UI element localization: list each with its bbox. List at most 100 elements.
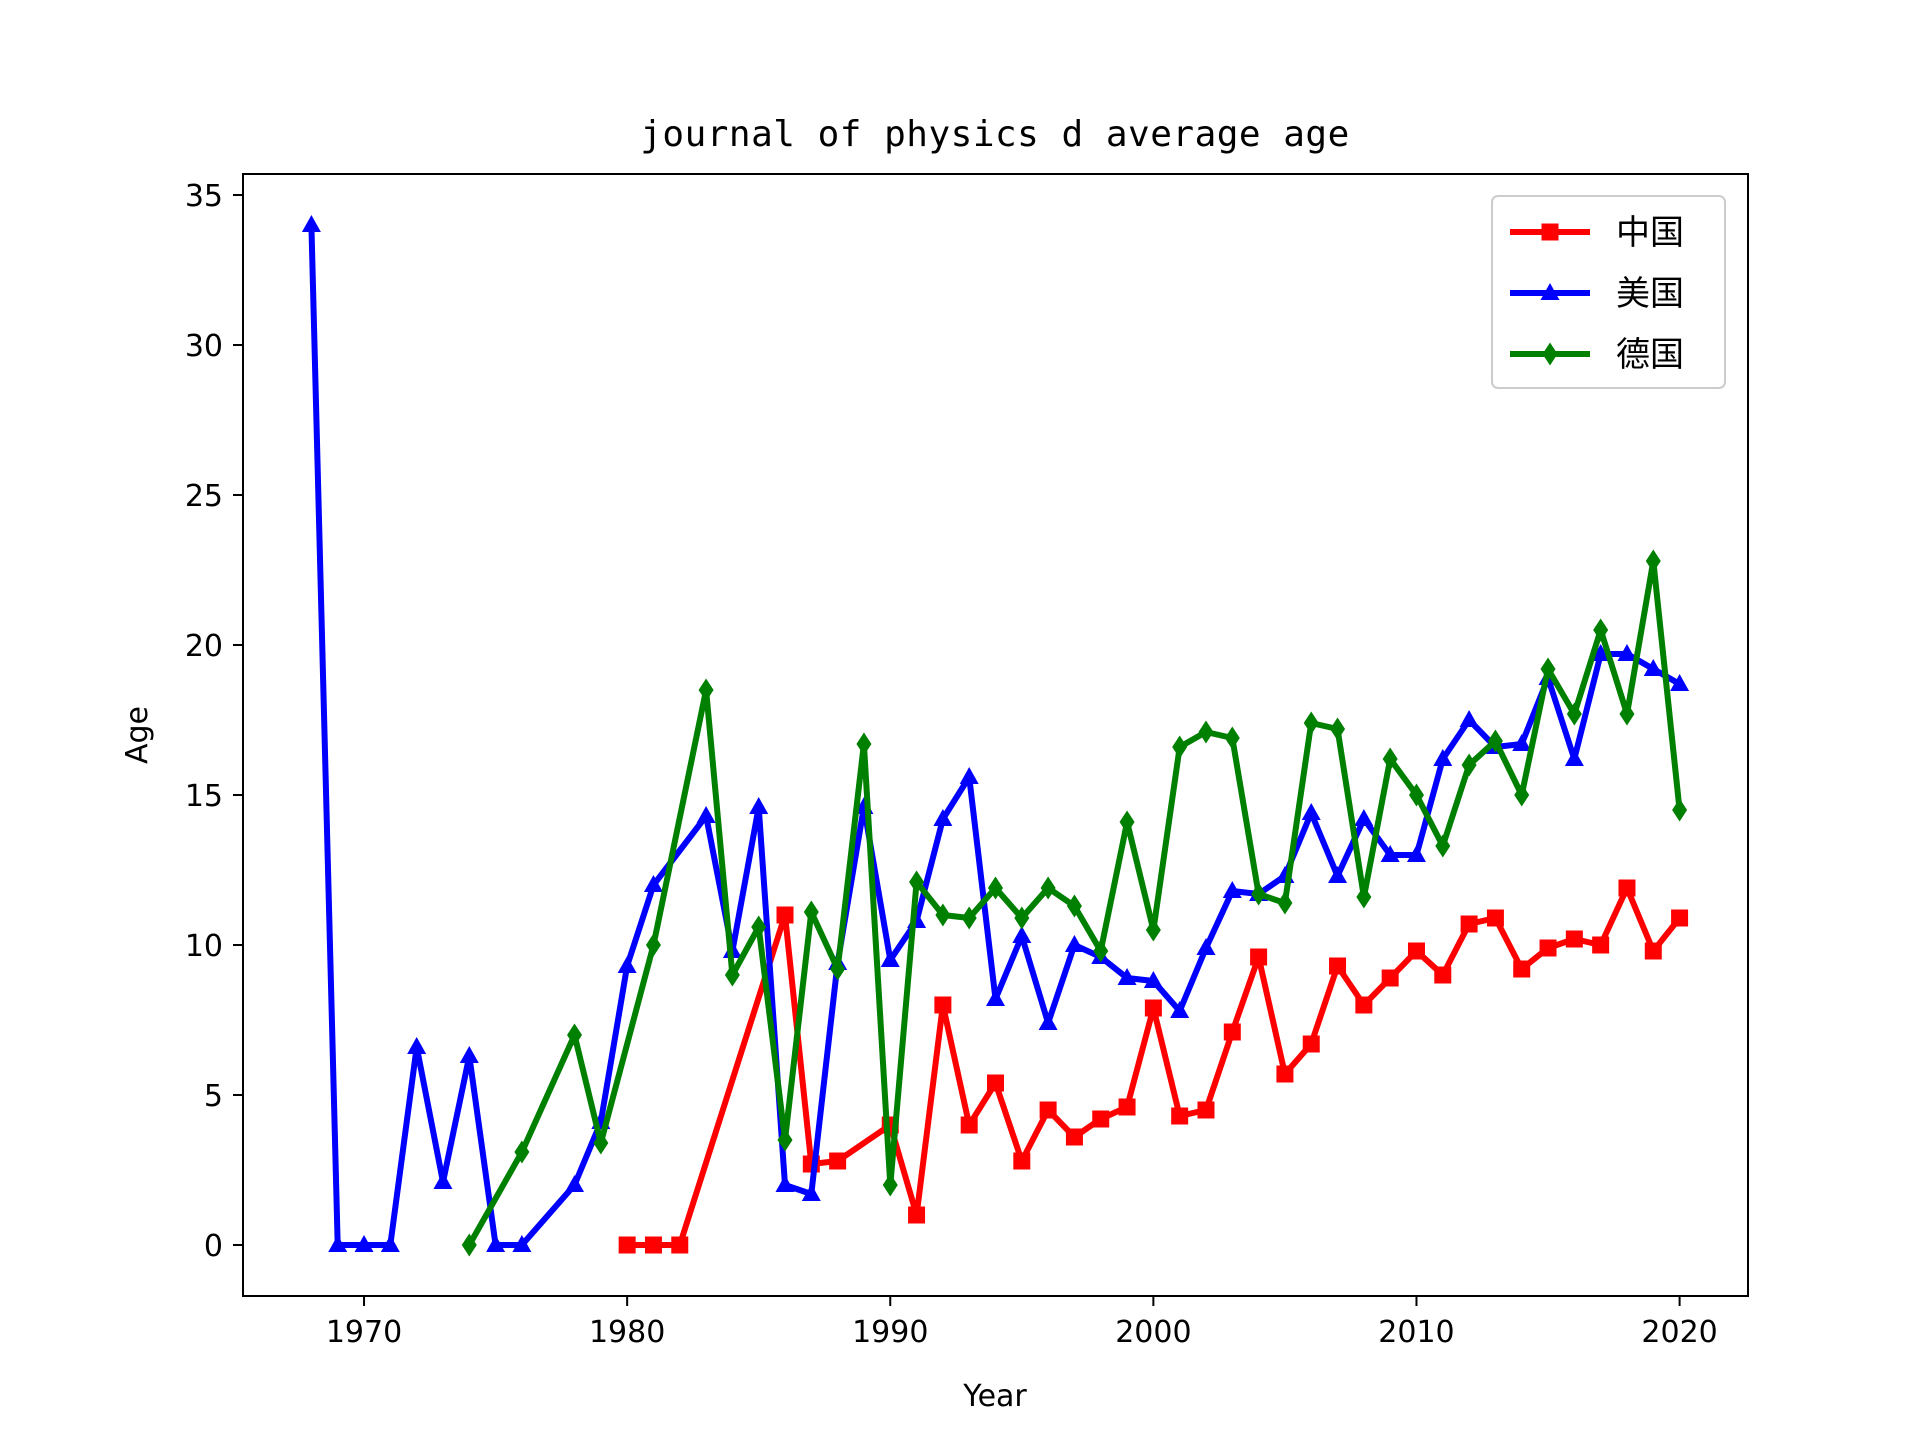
data-point bbox=[1328, 866, 1348, 883]
data-point bbox=[1172, 735, 1188, 759]
x-tick-label: 2000 bbox=[1115, 1315, 1191, 1350]
data-point bbox=[909, 870, 925, 894]
series-3 bbox=[461, 549, 1688, 1257]
data-point bbox=[1644, 942, 1662, 960]
data-point bbox=[1408, 783, 1424, 807]
data-point bbox=[1406, 845, 1426, 862]
data-point bbox=[882, 1173, 898, 1197]
data-point bbox=[1566, 702, 1582, 726]
data-point bbox=[1593, 618, 1609, 642]
data-point bbox=[486, 1235, 506, 1252]
legend-marker bbox=[1541, 223, 1559, 241]
y-tick-label: 30 bbox=[185, 329, 223, 364]
chart-title: journal of physics d average age bbox=[640, 114, 1350, 155]
data-point bbox=[1330, 717, 1346, 741]
data-point bbox=[749, 797, 769, 814]
data-point bbox=[935, 903, 951, 927]
data-point bbox=[1459, 710, 1479, 727]
data-point bbox=[960, 1116, 978, 1134]
data-point bbox=[698, 678, 714, 702]
data-point bbox=[1670, 674, 1690, 691]
data-point bbox=[696, 806, 716, 823]
data-point bbox=[1117, 968, 1137, 985]
data-point bbox=[1672, 798, 1688, 822]
data-point bbox=[776, 906, 794, 924]
data-point bbox=[1012, 926, 1032, 943]
legend-entry: 中国 bbox=[1510, 213, 1684, 253]
legend-label: 中国 bbox=[1616, 213, 1684, 253]
series-2 bbox=[301, 215, 1690, 1252]
data-point bbox=[1119, 810, 1135, 834]
data-point bbox=[644, 1236, 662, 1254]
y-axis-ticks: 0 5 10 15 20 25 30 35 bbox=[185, 179, 243, 1264]
x-tick-label: 1970 bbox=[326, 1315, 402, 1350]
legend-marker bbox=[1540, 283, 1560, 300]
legend-marker bbox=[1542, 342, 1558, 366]
data-point bbox=[1222, 881, 1242, 898]
data-point bbox=[1591, 644, 1611, 661]
axes-frame bbox=[242, 173, 1749, 1297]
data-point bbox=[933, 809, 953, 826]
data-point bbox=[354, 1235, 374, 1252]
data-point bbox=[1224, 726, 1240, 750]
data-point bbox=[934, 996, 952, 1014]
data-point bbox=[380, 1235, 400, 1252]
data-point bbox=[618, 1236, 636, 1254]
data-point bbox=[1619, 702, 1635, 726]
y-tick-label: 10 bbox=[185, 929, 223, 964]
data-point bbox=[829, 1152, 847, 1170]
data-point bbox=[1671, 909, 1689, 927]
data-point bbox=[988, 876, 1003, 900]
data-point bbox=[1540, 657, 1556, 681]
data-point bbox=[301, 215, 321, 232]
data-point bbox=[1461, 753, 1477, 777]
data-point bbox=[777, 1128, 793, 1152]
data-point bbox=[830, 957, 846, 981]
data-point bbox=[987, 1074, 1004, 1092]
y-tick-label: 0 bbox=[204, 1229, 223, 1264]
data-point bbox=[1303, 711, 1319, 735]
data-point bbox=[1355, 996, 1373, 1014]
data-point bbox=[880, 950, 900, 967]
data-point bbox=[1196, 938, 1216, 955]
data-point bbox=[1223, 1023, 1241, 1041]
series-1 bbox=[618, 879, 1689, 1254]
data-point bbox=[1171, 1107, 1189, 1125]
y-tick-label: 15 bbox=[185, 779, 223, 814]
data-point bbox=[775, 1175, 795, 1192]
data-point bbox=[1145, 918, 1161, 942]
data-point bbox=[407, 1037, 427, 1054]
data-point bbox=[1564, 749, 1584, 766]
data-point bbox=[671, 1236, 689, 1254]
data-point bbox=[801, 1184, 821, 1201]
data-point bbox=[593, 1131, 609, 1155]
data-point bbox=[1329, 957, 1347, 975]
data-point bbox=[1354, 809, 1374, 826]
legend-box bbox=[1491, 195, 1726, 389]
data-point bbox=[961, 906, 977, 930]
data-point bbox=[1381, 969, 1399, 987]
x-tick-label: 2010 bbox=[1378, 1315, 1454, 1350]
data-point bbox=[1433, 749, 1453, 766]
data-point bbox=[1301, 803, 1321, 820]
data-point bbox=[1170, 1001, 1190, 1018]
legend-label: 德国 bbox=[1616, 335, 1684, 375]
data-point bbox=[1460, 915, 1478, 933]
data-point bbox=[328, 1235, 348, 1252]
data-point bbox=[1565, 930, 1583, 948]
data-point bbox=[1065, 1128, 1083, 1146]
data-point bbox=[1643, 659, 1663, 676]
data-point bbox=[1512, 734, 1532, 751]
data-point bbox=[1382, 747, 1398, 771]
data-point bbox=[1592, 936, 1610, 954]
data-point bbox=[751, 915, 767, 939]
x-tick-label: 1980 bbox=[589, 1315, 665, 1350]
data-point bbox=[1407, 942, 1425, 960]
data-point bbox=[724, 963, 740, 987]
data-point bbox=[908, 1206, 926, 1224]
y-axis-label: Age bbox=[120, 706, 155, 764]
data-point bbox=[1092, 1110, 1110, 1128]
